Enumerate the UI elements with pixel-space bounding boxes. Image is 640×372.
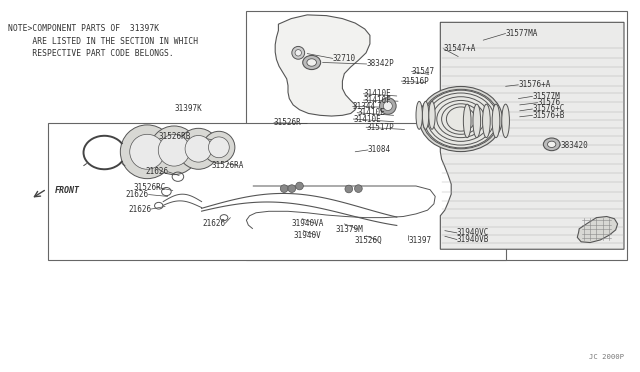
Ellipse shape: [416, 101, 422, 129]
Text: 21626: 21626: [146, 167, 169, 176]
Bar: [48, 123, 506, 260]
Text: 383420: 383420: [561, 141, 588, 150]
Ellipse shape: [483, 104, 490, 138]
Ellipse shape: [463, 104, 471, 138]
Text: 32710: 32710: [333, 54, 356, 63]
Text: 31526RA: 31526RA: [211, 161, 244, 170]
Ellipse shape: [307, 59, 317, 66]
Circle shape: [296, 182, 303, 190]
Circle shape: [292, 46, 305, 59]
Ellipse shape: [424, 90, 498, 148]
Text: 31397K: 31397K: [174, 105, 202, 113]
Polygon shape: [577, 217, 618, 243]
Text: 31940VC: 31940VC: [457, 228, 490, 237]
Text: 31526RC: 31526RC: [133, 183, 166, 192]
Circle shape: [130, 134, 164, 169]
Polygon shape: [275, 15, 370, 116]
Text: 31547: 31547: [412, 67, 435, 76]
Text: 31576+B: 31576+B: [532, 111, 565, 120]
Ellipse shape: [543, 138, 560, 151]
Text: 31517P: 31517P: [366, 123, 394, 132]
Text: 31084: 31084: [368, 145, 391, 154]
Circle shape: [178, 128, 219, 169]
Text: 31526RB: 31526RB: [159, 132, 191, 141]
Text: 38342P: 38342P: [367, 60, 394, 68]
Circle shape: [203, 131, 235, 163]
Circle shape: [150, 126, 198, 174]
Text: NOTE>COMPONENT PARTS OF  31397K
     ARE LISTED IN THE SECTION IN WHICH
     RES: NOTE>COMPONENT PARTS OF 31397K ARE LISTE…: [8, 24, 198, 58]
Ellipse shape: [303, 55, 321, 70]
Text: 31576+C: 31576+C: [532, 105, 565, 113]
Text: 31516P: 31516P: [401, 77, 429, 86]
Text: 31577MA: 31577MA: [506, 29, 538, 38]
Text: 21626: 21626: [202, 219, 225, 228]
Ellipse shape: [492, 104, 500, 138]
Text: 31547+A: 31547+A: [444, 44, 476, 53]
Text: 21626: 21626: [125, 190, 148, 199]
Circle shape: [380, 98, 396, 114]
Text: 31397: 31397: [408, 236, 431, 245]
Circle shape: [120, 125, 174, 179]
Text: 31940VA: 31940VA: [292, 219, 324, 228]
Bar: [246, 11, 627, 260]
Ellipse shape: [502, 104, 509, 138]
Text: 31940V: 31940V: [293, 231, 321, 240]
Text: 31410E: 31410E: [364, 89, 391, 98]
Text: JC 2000P: JC 2000P: [589, 354, 624, 360]
Text: 31379M: 31379M: [335, 225, 363, 234]
Text: 31410F: 31410F: [364, 96, 391, 105]
Text: 31526R: 31526R: [274, 118, 301, 127]
Text: 31576: 31576: [538, 98, 561, 107]
Text: 31526Q: 31526Q: [355, 236, 382, 245]
Text: 21626: 21626: [128, 205, 151, 214]
Ellipse shape: [422, 101, 429, 129]
Ellipse shape: [419, 86, 502, 151]
Text: 31410E: 31410E: [353, 115, 381, 124]
Text: 31940VB: 31940VB: [457, 235, 490, 244]
Text: FRONT: FRONT: [55, 186, 80, 195]
Circle shape: [345, 185, 353, 193]
Text: 31410E: 31410E: [357, 108, 385, 117]
Text: 31577M: 31577M: [532, 92, 560, 101]
Ellipse shape: [548, 141, 556, 147]
Circle shape: [209, 137, 229, 158]
Circle shape: [288, 185, 296, 192]
Text: 31576+A: 31576+A: [518, 80, 551, 89]
Ellipse shape: [429, 101, 435, 129]
Circle shape: [280, 185, 288, 192]
Ellipse shape: [473, 104, 481, 138]
Polygon shape: [440, 22, 624, 249]
Circle shape: [355, 185, 362, 192]
Circle shape: [185, 135, 212, 162]
Text: 31344: 31344: [353, 102, 376, 111]
Circle shape: [383, 102, 392, 110]
Circle shape: [158, 135, 190, 166]
Circle shape: [295, 49, 301, 56]
